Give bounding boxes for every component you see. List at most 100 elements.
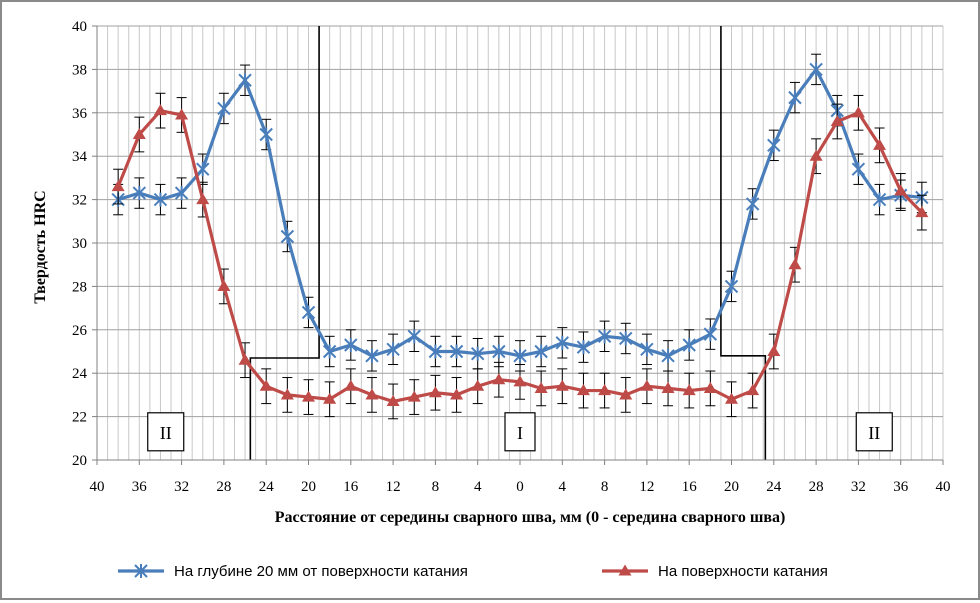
data-point [724,279,739,294]
data-point [661,348,675,363]
data-point [576,384,590,396]
data-point [196,162,210,177]
x-tick-label: 24 [766,479,782,495]
x-tick-label: 36 [893,479,909,495]
data-point [619,388,633,400]
data-point [428,344,443,359]
legend-item-surface: На поверхности катания [602,563,828,580]
x-tick-label: 36 [132,479,148,495]
data-point [344,379,358,391]
data-point [894,184,908,196]
y-tick-label: 32 [72,193,87,209]
data-point [280,229,295,244]
data-point [153,192,168,207]
zone-label: II [868,423,880,443]
x-tick-label: 20 [301,479,316,495]
data-point [873,138,887,150]
data-point [640,379,654,391]
y-tick-label: 24 [72,366,88,382]
data-point [365,388,379,400]
data-point [851,106,865,118]
data-point [725,392,738,404]
zone-boundaries [249,26,767,460]
data-point [428,386,442,398]
data-point [280,388,294,400]
x-tick-label: 8 [432,479,440,495]
data-point [238,73,252,88]
x-tick-label: 16 [343,479,359,495]
data-point [788,90,802,105]
data-point [555,335,570,350]
data-point [175,108,189,120]
x-tick-label: 28 [216,479,231,495]
data-point [386,394,400,406]
data-point [470,346,485,361]
data-point [915,206,929,218]
x-tick-label: 12 [386,479,401,495]
data-point [238,353,252,365]
x-tick-label: 4 [559,479,567,495]
data-point [217,279,231,291]
data-point [576,340,591,355]
data-point [132,128,146,140]
y-tick-label: 34 [72,149,88,165]
data-point [153,104,167,116]
y-tick-label: 20 [72,453,87,469]
data-point [344,337,358,352]
legend-marker-depth [134,564,148,578]
data-point [323,392,337,404]
data-point [322,344,337,359]
zone-boundary-line [720,26,767,460]
legend-item-depth: На глубине 20 мм от поверхности катания [118,563,468,580]
series-0 [111,53,929,372]
x-tick-label: 4 [474,479,482,495]
legend-label-surface: На поверхности катания [658,563,828,580]
data-point [111,180,125,192]
x-tick-label: 20 [724,479,739,495]
x-tick-label: 8 [601,479,609,495]
data-point [259,127,273,142]
x-tick-label: 40 [90,479,105,495]
data-point [703,381,717,393]
y-tick-label: 30 [72,236,87,252]
data-point [449,344,464,359]
data-point [196,193,210,205]
zone-label: I [517,423,523,443]
x-tick-label: 12 [639,479,654,495]
data-point [682,337,696,352]
data-point [872,192,887,207]
data-point [534,381,548,393]
data-point [471,379,485,391]
data-point [534,344,548,359]
data-point [407,390,421,402]
data-point [450,388,464,400]
zone-label: II [160,423,172,443]
x-tick-label: 40 [936,479,951,495]
data-point [851,162,866,177]
data-point [767,345,781,357]
legend: На глубине 20 мм от поверхности катания … [118,563,828,580]
data-point [217,101,231,116]
data-point [746,384,760,396]
x-tick-label: 16 [682,479,698,495]
x-tick-label: 32 [174,479,189,495]
x-axis-title: Расстояние от середины сварного шва, мм … [275,509,786,526]
legend-marker-surface [618,564,632,576]
data-point [492,344,506,359]
data-point [830,114,844,127]
data-point [132,186,147,201]
zone-labels: II I II [147,412,893,452]
data-point [302,390,315,402]
series-1 [111,92,929,420]
zone-label-box [855,412,893,452]
data-point [661,381,675,393]
data-point [407,329,421,344]
y-tick-label: 28 [72,279,87,295]
zone-label-box [504,412,536,452]
zone-boundary-line [249,26,320,460]
data-point [555,379,569,391]
legend-marker-shape [618,564,632,576]
series-layer [111,53,929,420]
